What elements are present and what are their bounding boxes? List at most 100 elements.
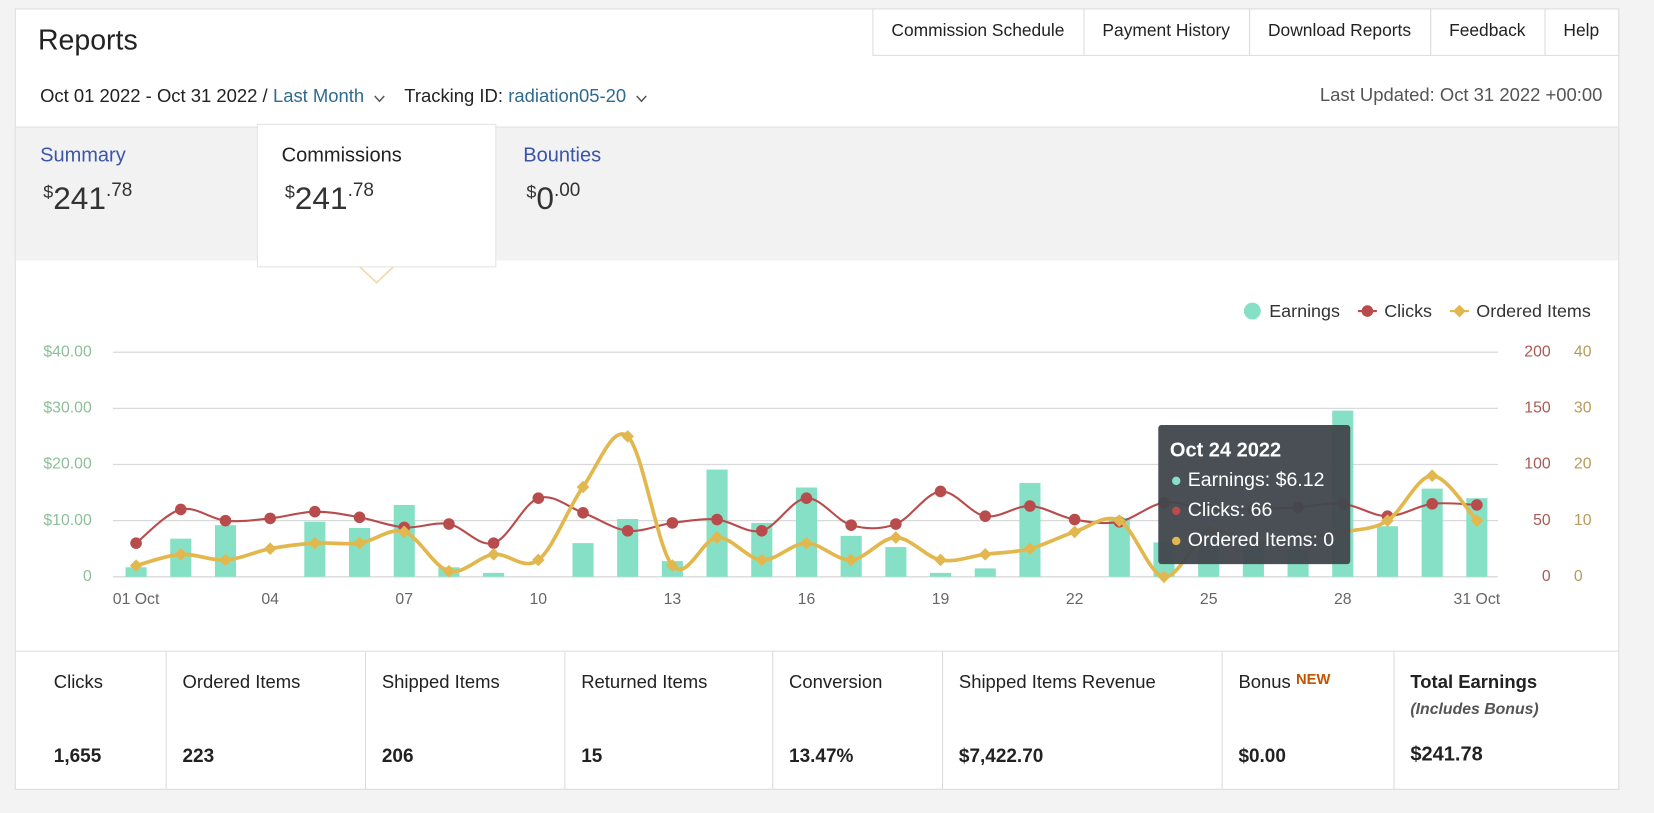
y3-tick-label: 40: [1574, 343, 1592, 360]
diamond-marker: [263, 542, 277, 556]
nav-button-label: Download Reports: [1268, 20, 1411, 40]
y2-tick-label: 50: [1533, 512, 1551, 529]
stat-value: 15: [581, 746, 603, 767]
x-tick-label: 16: [798, 591, 816, 608]
chevron[interactable]: [374, 95, 385, 103]
tooltip-title: Oct 24 2022: [1170, 440, 1281, 462]
tooltip-item: Ordered Items: 0: [1188, 529, 1334, 551]
diamond-marker: [889, 531, 903, 544]
bar: [125, 567, 147, 577]
tab-label[interactable]: Bounties: [523, 144, 601, 166]
circle-marker: [264, 512, 276, 525]
tab-label[interactable]: Summary: [40, 144, 126, 166]
stat-label: Conversion: [789, 671, 882, 692]
tooltip-dot: [1171, 476, 1181, 486]
stat-value: 1,655: [54, 746, 102, 767]
nav-button-label: Commission Schedule: [891, 20, 1064, 40]
bar: [617, 518, 639, 577]
tab-pointer: [359, 266, 395, 284]
stat-label: Total Earnings: [1410, 671, 1537, 692]
page-title: Reports: [38, 25, 138, 57]
amount-whole: 241: [295, 180, 348, 216]
diamond-marker: [442, 564, 456, 578]
amount-fraction: .78: [106, 180, 132, 201]
circle-marker: [1068, 513, 1081, 526]
stat-label: Ordered Items: [182, 671, 300, 692]
tracking-label: Tracking ID:: [404, 85, 503, 106]
x-tick-label: 01 Oct: [113, 591, 160, 608]
bar: [751, 522, 773, 577]
tooltip: [1158, 424, 1351, 565]
diamond-marker: [621, 430, 635, 443]
currency: $: [526, 182, 536, 202]
circle-marker: [621, 524, 634, 537]
legend-marker: [1243, 302, 1261, 320]
bar: [1376, 526, 1399, 577]
circle-marker: [353, 511, 366, 524]
circle-marker: [532, 492, 545, 504]
y3-tick-label: 30: [1574, 400, 1592, 417]
diamond-marker: [666, 559, 679, 572]
circle-marker: [309, 505, 321, 518]
circle-marker: [1471, 499, 1483, 511]
stat-note: (Includes Bonus): [1410, 701, 1538, 718]
chevron[interactable]: [636, 95, 647, 103]
diamond-marker: [1112, 514, 1126, 527]
bar: [348, 527, 371, 577]
bar: [214, 525, 237, 577]
tab-amount: $0.00: [526, 180, 580, 216]
tracking-id-select[interactable]: radiation05-20: [508, 85, 626, 106]
stat-label: Shipped Items Revenue: [959, 671, 1156, 692]
period-select[interactable]: Last Month: [273, 85, 364, 106]
date-range: Oct 01 2022 - Oct 31 2022 /: [40, 85, 268, 106]
y-tick-label: 0: [83, 568, 92, 585]
circle-marker: [755, 524, 768, 537]
diamond-marker: [219, 553, 232, 567]
bar: [572, 543, 594, 577]
nav-button[interactable]: [872, 8, 1085, 56]
bar: [885, 547, 907, 577]
x-tick-label: 07: [395, 591, 413, 608]
nav-button-label: Payment History: [1102, 20, 1230, 40]
circle-marker: [219, 514, 232, 527]
stat-value: $241.78: [1410, 743, 1482, 765]
y2-tick-label: 200: [1524, 343, 1551, 360]
stat-value: 223: [182, 746, 214, 767]
bar: [795, 487, 818, 577]
bar: [929, 572, 952, 577]
circle-marker: [174, 503, 187, 516]
diamond-marker: [800, 536, 813, 550]
nav-button[interactable]: [1544, 8, 1620, 56]
active-tab: [256, 123, 497, 268]
tooltip-dot: [1171, 536, 1181, 546]
x-tick-label: 10: [530, 591, 548, 608]
stat-label: Returned Items: [581, 671, 707, 692]
stat-value: 13.47%: [789, 746, 853, 767]
y-tick-label: $40.00: [43, 343, 92, 360]
bar: [483, 572, 505, 577]
bar: [1466, 498, 1488, 577]
circle-marker: [934, 485, 947, 498]
bar: [974, 568, 996, 577]
bar: [1421, 488, 1443, 577]
x-tick-label: 25: [1200, 591, 1218, 608]
tab-amount: $241.78: [285, 180, 374, 216]
stat-value: 206: [382, 746, 414, 767]
y-tick-label: $10.00: [43, 512, 92, 529]
nav-button[interactable]: [1083, 8, 1251, 56]
x-tick-label: 19: [932, 591, 950, 608]
bar: [393, 504, 415, 577]
tab-label[interactable]: Commissions: [282, 144, 402, 166]
y-tick-label: $20.00: [43, 456, 92, 473]
diamond-marker: [308, 536, 322, 550]
stat-value: $0.00: [1238, 746, 1285, 767]
nav-button[interactable]: [1249, 8, 1432, 56]
circle-marker: [1024, 500, 1036, 512]
last-updated: Last Updated: Oct 31 2022 +00:00: [1320, 84, 1602, 105]
bar: [1019, 483, 1041, 577]
diamond-marker: [487, 548, 500, 561]
y2-tick-label: 100: [1524, 456, 1551, 473]
legend-marker: [1453, 304, 1466, 318]
tab-amount: $241.78: [43, 180, 132, 216]
